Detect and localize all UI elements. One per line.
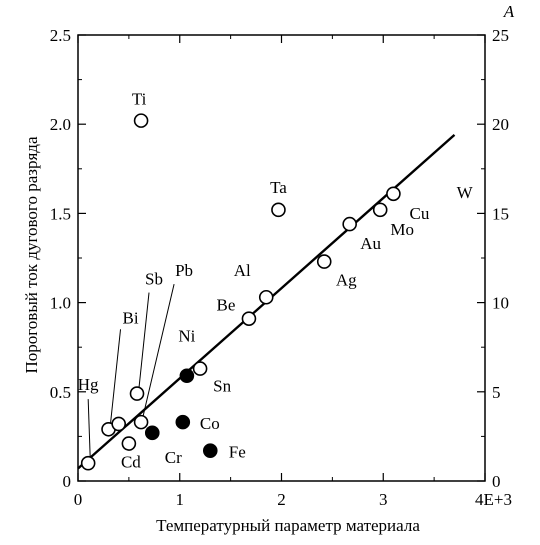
open-point bbox=[342, 216, 357, 232]
annotation-label: W bbox=[457, 183, 474, 202]
x-tick-label: 3 bbox=[379, 490, 388, 509]
y-axis-title: Пороговый ток дугового разряда bbox=[22, 136, 41, 373]
x-tick-label: 0 bbox=[74, 490, 83, 509]
filled-point bbox=[179, 368, 195, 384]
y2-tick-label: 20 bbox=[492, 115, 509, 134]
y2-tick-label: 5 bbox=[492, 383, 501, 402]
point-label: Al bbox=[234, 261, 251, 280]
x-tick-label: 1 bbox=[176, 490, 185, 509]
point-label: Sn bbox=[213, 377, 231, 396]
point-label: Ti bbox=[132, 90, 147, 109]
y2-tick-label: 10 bbox=[492, 294, 509, 313]
filled-point bbox=[202, 443, 218, 458]
y2-tick-label: 25 bbox=[492, 26, 509, 45]
point-label: Hg bbox=[78, 375, 99, 394]
open-point bbox=[316, 254, 332, 269]
leader-line bbox=[138, 292, 150, 388]
x-tick-label: 2 bbox=[277, 490, 286, 509]
open-point bbox=[241, 311, 257, 326]
y-tick-label: 1.0 bbox=[50, 294, 71, 313]
filled-point bbox=[144, 425, 160, 441]
y2-tick-label: 0 bbox=[492, 472, 501, 491]
open-point bbox=[258, 289, 274, 305]
y-tick-label: 0.5 bbox=[50, 383, 71, 402]
point-label: Ta bbox=[270, 178, 287, 197]
point-label: Be bbox=[216, 296, 235, 315]
open-point bbox=[372, 202, 388, 218]
open-point bbox=[133, 414, 149, 430]
leader-line bbox=[87, 399, 91, 458]
open-point bbox=[129, 386, 145, 401]
open-point bbox=[192, 361, 208, 376]
point-label: Cd bbox=[121, 453, 141, 472]
leader-line bbox=[142, 284, 175, 417]
open-point bbox=[133, 113, 149, 128]
point-label: Bi bbox=[122, 308, 138, 327]
right-axis-title: A bbox=[503, 2, 515, 21]
filled-point bbox=[175, 414, 191, 430]
open-point bbox=[80, 455, 96, 471]
x-tick-label: 4E+3 bbox=[475, 490, 512, 509]
y-tick-label: 2.5 bbox=[50, 26, 71, 45]
open-point bbox=[111, 416, 126, 432]
data-points bbox=[80, 113, 401, 471]
point-label: Co bbox=[200, 414, 220, 433]
point-label: Cr bbox=[165, 448, 182, 467]
point-label: Ni bbox=[178, 327, 195, 346]
point-label: Ag bbox=[336, 271, 357, 290]
point-label: Fe bbox=[229, 443, 246, 462]
y-tick-label: 0 bbox=[63, 472, 72, 491]
y2-tick-label: 15 bbox=[492, 204, 509, 223]
open-point bbox=[386, 186, 401, 202]
leader-line bbox=[110, 329, 122, 424]
point-label: Mo bbox=[390, 220, 414, 239]
point-label: Pb bbox=[175, 261, 193, 280]
open-point bbox=[271, 202, 286, 218]
y-tick-label: 2.0 bbox=[50, 115, 71, 134]
point-label: Au bbox=[360, 234, 381, 253]
point-label: Sb bbox=[145, 270, 163, 289]
open-point bbox=[121, 436, 137, 451]
y-tick-label: 1.5 bbox=[50, 204, 71, 223]
x-axis-title: Температурный параметр материала bbox=[156, 516, 420, 535]
point-label: Cu bbox=[410, 204, 430, 223]
